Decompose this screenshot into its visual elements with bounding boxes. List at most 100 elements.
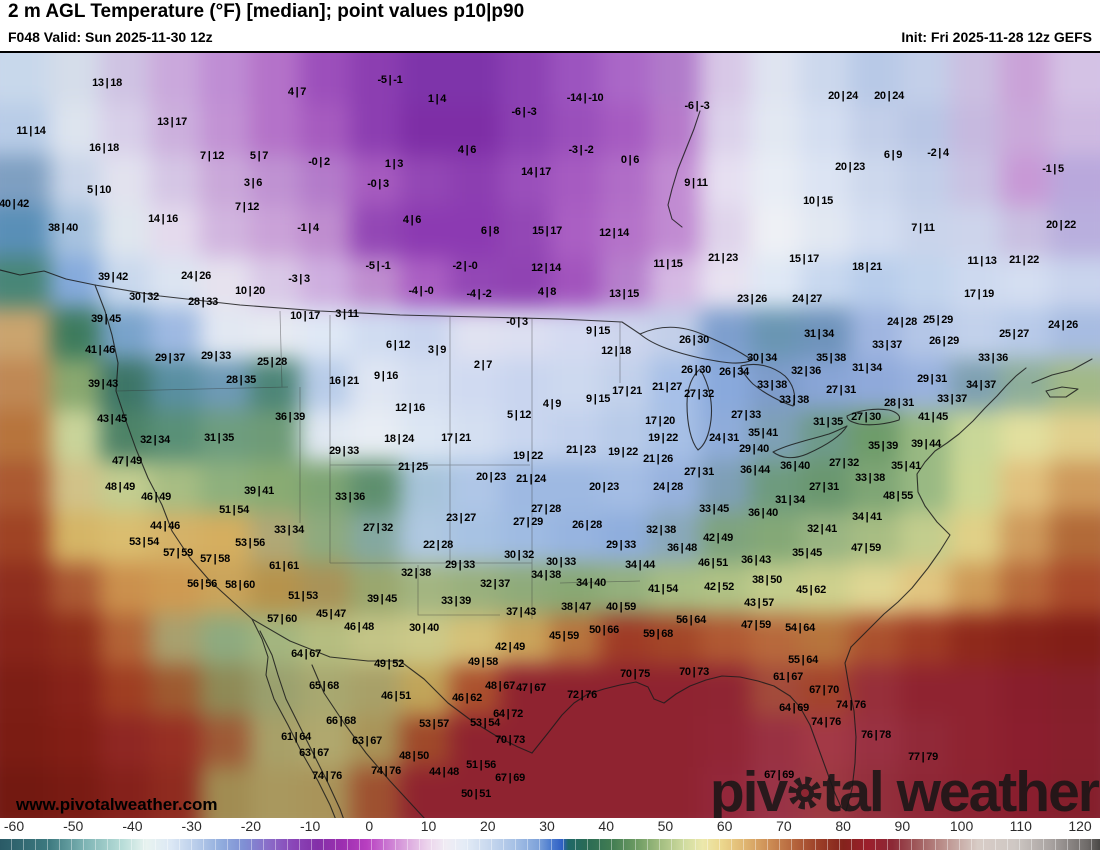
point-value-label: 19 | 22 xyxy=(608,446,638,458)
point-value-label: 74 | 76 xyxy=(312,770,342,782)
colorbar-tick-label: -20 xyxy=(240,818,261,834)
colorbar-tick-label: 110 xyxy=(1009,818,1032,834)
point-value-label: 27 | 31 xyxy=(684,466,714,478)
point-value-label: 30 | 32 xyxy=(504,549,534,561)
point-value-label: 70 | 75 xyxy=(620,668,650,680)
point-value-label: 65 | 68 xyxy=(309,680,339,692)
point-value-label: 21 | 27 xyxy=(652,381,682,393)
point-value-label: 13 | 17 xyxy=(157,116,187,128)
us-mexico-border xyxy=(251,618,533,754)
point-value-label: 3 | 11 xyxy=(335,308,359,320)
point-value-label: -1 | 5 xyxy=(1042,163,1064,175)
point-value-label: 43 | 45 xyxy=(97,413,127,425)
point-value-label: 45 | 47 xyxy=(316,608,346,620)
point-value-label: 31 | 35 xyxy=(813,416,843,428)
point-value-label: 34 | 38 xyxy=(531,569,561,581)
point-value-label: 33 | 36 xyxy=(335,491,365,503)
point-value-label: 31 | 35 xyxy=(204,432,234,444)
point-value-label: 33 | 38 xyxy=(779,394,809,406)
point-value-label: 10 | 17 xyxy=(290,310,320,322)
point-value-label: 32 | 38 xyxy=(401,567,431,579)
brand-text-suffix: tal weather xyxy=(822,760,1100,818)
point-value-label: 39 | 43 xyxy=(88,378,118,390)
watermark-url: www.pivotalweather.com xyxy=(16,795,218,814)
point-value-label: 53 | 57 xyxy=(419,718,449,730)
point-value-label: -4 | -2 xyxy=(466,288,492,300)
point-value-label: 9 | 16 xyxy=(373,370,399,382)
point-value-label: 1 | 3 xyxy=(384,158,404,170)
point-value-label: 4 | 9 xyxy=(542,398,562,410)
point-value-label: -2 | 4 xyxy=(927,147,949,159)
point-value-label: 57 | 60 xyxy=(267,613,297,625)
point-value-label: 64 | 69 xyxy=(779,702,809,714)
point-value-label: 20 | 23 xyxy=(476,471,506,483)
point-value-label: 26 | 28 xyxy=(572,519,602,531)
baja-east-shore xyxy=(259,630,344,818)
point-value-label: 59 | 68 xyxy=(643,628,673,640)
point-value-label: 36 | 39 xyxy=(275,411,305,423)
point-value-label: 30 | 40 xyxy=(409,622,439,634)
point-value-label: 29 | 33 xyxy=(445,559,475,571)
colorbar-tick-label: 90 xyxy=(894,818,911,834)
point-value-label: 76 | 78 xyxy=(861,729,891,741)
point-value-label: 27 | 31 xyxy=(809,481,839,493)
colorbar-cell-separators xyxy=(0,839,1100,850)
point-value-label: 61 | 61 xyxy=(269,560,299,572)
point-value-label: 38 | 47 xyxy=(561,601,591,613)
point-value-label: 21 | 22 xyxy=(1009,254,1039,266)
point-value-label: 55 | 64 xyxy=(788,654,818,666)
point-value-label: 50 | 51 xyxy=(461,788,491,800)
point-value-label: 33 | 38 xyxy=(757,379,787,391)
colorbar-tick-label: 120 xyxy=(1068,818,1092,834)
point-value-label: 29 | 37 xyxy=(155,352,185,364)
point-value-label: 26 | 30 xyxy=(681,364,711,376)
point-value-label: 9 | 11 xyxy=(684,177,708,189)
brand-text-prefix: piv xyxy=(709,760,788,818)
point-value-label: 10 | 15 xyxy=(803,195,833,207)
point-value-label: 21 | 26 xyxy=(643,453,673,465)
point-value-label: 33 | 37 xyxy=(937,393,967,405)
state-borders xyxy=(115,310,641,619)
colorbar-tick-label: 60 xyxy=(716,818,733,834)
point-value-label: 3 | 9 xyxy=(427,344,447,356)
point-value-label: 27 | 31 xyxy=(826,384,856,396)
point-value-label: 20 | 24 xyxy=(874,90,904,102)
point-value-label: 38 | 40 xyxy=(48,222,78,234)
lake-superior xyxy=(639,326,753,364)
point-value-label: 61 | 64 xyxy=(281,731,311,743)
init-time: Init: Fri 2025-11-28 12z GEFS xyxy=(901,29,1092,45)
point-value-label: 17 | 21 xyxy=(441,432,471,444)
point-value-label: 67 | 69 xyxy=(764,769,794,781)
point-value-label: 36 | 40 xyxy=(748,507,778,519)
point-value-label: 20 | 23 xyxy=(835,161,865,173)
point-value-label: 25 | 27 xyxy=(999,328,1029,340)
point-value-label: 33 | 38 xyxy=(855,472,885,484)
point-value-label: 9 | 15 xyxy=(585,325,611,337)
point-value-label: 27 | 33 xyxy=(731,409,761,421)
point-value-label: 4 | 6 xyxy=(457,144,477,156)
point-value-label: 29 | 33 xyxy=(329,445,359,457)
point-value-label: 29 | 31 xyxy=(917,373,947,385)
point-value-label: 41 | 54 xyxy=(648,583,678,595)
point-value-label: 29 | 33 xyxy=(201,350,231,362)
point-value-label: 14 | 16 xyxy=(148,213,178,225)
point-value-label: -2 | -0 xyxy=(452,260,478,272)
point-value-label: 24 | 27 xyxy=(792,293,822,305)
point-value-label: 66 | 68 xyxy=(326,715,356,727)
colorbar-gradient xyxy=(0,839,1100,850)
point-value-label: 32 | 38 xyxy=(646,524,676,536)
point-value-label: 35 | 41 xyxy=(891,460,921,472)
point-value-label: 53 | 54 xyxy=(470,717,500,729)
point-value-label: 17 | 21 xyxy=(612,385,642,397)
point-value-label: 12 | 16 xyxy=(395,402,425,414)
point-value-label: 27 | 32 xyxy=(829,457,859,469)
point-value-label: 67 | 70 xyxy=(809,684,839,696)
point-value-label: 57 | 58 xyxy=(200,553,230,565)
mexico-west-coast xyxy=(311,664,425,818)
point-value-label: 16 | 21 xyxy=(329,375,359,387)
point-value-label: 30 | 33 xyxy=(546,556,576,568)
point-value-label: -0 | 3 xyxy=(367,178,389,190)
point-value-label: -3 | 3 xyxy=(288,273,310,285)
point-value-label: 51 | 53 xyxy=(288,590,318,602)
